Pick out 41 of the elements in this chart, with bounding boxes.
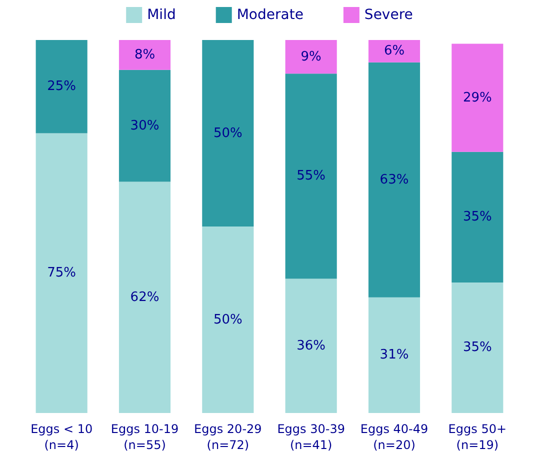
bar (452, 282, 504, 413)
bar (452, 44, 504, 152)
legend-label: Severe (364, 7, 413, 23)
bar (285, 278, 337, 413)
x-tick-label: Eggs 10-19 (n=55) (110, 422, 179, 452)
data-label: 8% (134, 47, 156, 62)
data-label: 36% (296, 338, 326, 354)
x-tick-label: Eggs 20-29 (n=72) (194, 422, 262, 452)
data-label: 25% (47, 79, 76, 94)
data-label: 62% (130, 290, 160, 305)
bar (202, 226, 254, 413)
data-label: 55% (296, 168, 326, 184)
bar (36, 40, 88, 134)
x-tick-label: Eggs < 10 (n=4) (30, 422, 93, 452)
data-label: 9% (300, 49, 322, 64)
data-label: 35% (462, 340, 492, 356)
bar (452, 152, 504, 282)
data-label: 63% (380, 172, 409, 188)
x-tick-label: Eggs 40-49 (n=20) (360, 422, 428, 452)
bar (285, 74, 337, 279)
data-label: 50% (213, 312, 242, 328)
bar (368, 62, 420, 298)
bar (118, 182, 171, 413)
x-tick-label: Eggs 50+ (n=19) (448, 422, 507, 452)
bar (202, 40, 254, 226)
legend-label: Moderate (236, 7, 304, 23)
bar (285, 40, 337, 74)
bar (368, 40, 420, 62)
bar (36, 133, 88, 413)
bar (118, 70, 171, 182)
data-label: 35% (462, 210, 492, 225)
legend-label: Mild (147, 7, 176, 23)
data-label: 29% (462, 90, 492, 106)
bar (118, 40, 171, 70)
data-label: 30% (130, 118, 160, 134)
data-label: 31% (380, 348, 409, 363)
data-label: 50% (213, 126, 242, 141)
data-label: 6% (384, 44, 405, 59)
data-label: 75% (47, 266, 76, 281)
bar (368, 297, 420, 413)
x-tick-label: Eggs 30-39 (n=41) (277, 422, 345, 452)
